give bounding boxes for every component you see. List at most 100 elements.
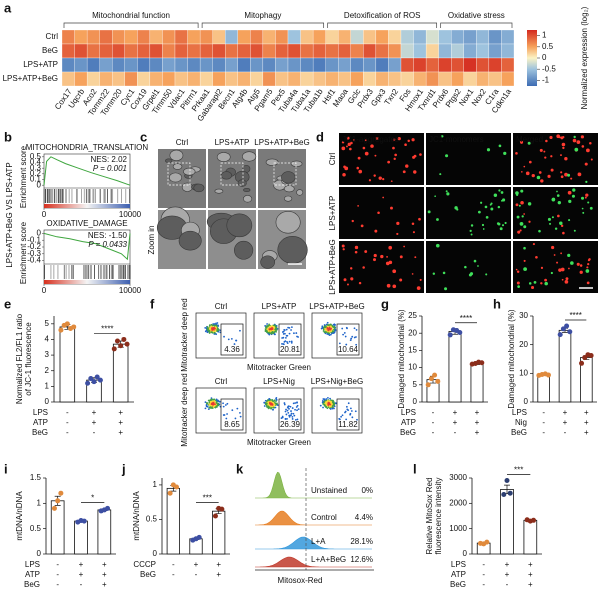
cell-signal (477, 265, 479, 267)
cell-signal (520, 140, 524, 144)
condition-name: ATP (25, 570, 40, 579)
gated-event (290, 414, 292, 417)
event (332, 403, 335, 406)
y-tick-label: 25 (408, 311, 417, 320)
y-axis-label: Normalized FL2/FL1 ratio (15, 313, 24, 404)
data-point (121, 336, 127, 342)
gated-event (350, 410, 353, 412)
group-bracket (440, 22, 513, 28)
cell-signal (560, 154, 562, 157)
cell-signal (519, 229, 522, 232)
heatmap-cell (199, 57, 213, 73)
cell-signal (481, 223, 485, 227)
data-point (531, 517, 537, 523)
data-point (479, 360, 485, 366)
heatmap-cell (225, 71, 238, 87)
condition-sign: - (172, 560, 175, 569)
cell-signal (586, 266, 589, 269)
gated-event (225, 417, 228, 420)
panel-label: f (150, 296, 155, 311)
cell-signal (517, 230, 521, 234)
cell-signal (515, 203, 519, 207)
condition-name: CCCP (133, 560, 156, 569)
y-tick-label: 0 (37, 180, 42, 189)
heatmap-cell (162, 43, 176, 59)
gated-event (290, 412, 293, 415)
y-tick-label: 0.4 (30, 158, 42, 167)
y-tick-label: 10 (519, 368, 528, 377)
gated-event (356, 418, 358, 421)
cell-signal (399, 255, 403, 259)
cell-signal (573, 229, 576, 232)
cell-signal (540, 179, 544, 183)
heatmap-cell (287, 29, 301, 45)
cell-signal (561, 278, 564, 281)
heatmap-cell (287, 57, 301, 73)
histogram-curve (255, 471, 372, 499)
colorbar-tick-label: 1 (542, 31, 547, 40)
comparison-label: LPS+ATP+BeG VS LPS+ATP (5, 162, 14, 267)
y-tick-label: 1 (153, 480, 158, 489)
condition-name: ATP (33, 418, 48, 427)
cell-signal (442, 271, 446, 275)
condition-sign: + (505, 570, 510, 579)
x-tick-label: 10000 (119, 286, 142, 295)
heatmap-cell (501, 29, 515, 45)
event (264, 324, 267, 327)
gated-event (293, 414, 296, 417)
cell-signal (349, 267, 353, 270)
heatmap-cell (363, 29, 377, 45)
significance-label: *** (514, 466, 523, 475)
cell-signal (574, 147, 579, 152)
heatmap-cell (199, 43, 213, 59)
gated-event (292, 412, 295, 415)
heatmap-cell (86, 43, 100, 59)
cell-signal (517, 285, 520, 288)
cell-signal (485, 215, 489, 219)
event (327, 396, 329, 399)
event (321, 400, 324, 402)
row-label: Ctrl (46, 32, 59, 41)
cell-signal (579, 270, 583, 274)
condition-sign: + (216, 560, 221, 569)
event (326, 327, 329, 329)
event (215, 333, 218, 336)
fluorescence-image (426, 241, 511, 293)
cell-signal (587, 262, 590, 266)
event (270, 405, 273, 408)
column-label: JC1-monomers (429, 135, 484, 144)
event (206, 405, 209, 408)
heatmap-cell (463, 43, 477, 59)
heatmap-cell (501, 43, 515, 59)
gated-event (284, 336, 287, 339)
cell-signal (544, 278, 547, 282)
column-label: JC1-aggregates (342, 135, 399, 144)
event (271, 328, 274, 331)
y-tick-label: 1 (45, 381, 50, 390)
condition-name: LPS (401, 408, 416, 417)
significance-label: **** (569, 311, 581, 320)
gated-event (347, 409, 350, 412)
heatmap-cell (438, 29, 452, 45)
bar (523, 519, 538, 555)
cell-signal (553, 254, 556, 256)
event (269, 329, 272, 332)
gated-event (345, 418, 348, 421)
cell-signal (523, 225, 527, 229)
heatmap-cell (476, 29, 490, 45)
heatmap-cell (212, 43, 226, 59)
event (327, 404, 330, 406)
gate (336, 398, 360, 431)
gated-event (288, 340, 291, 343)
cell-signal (386, 283, 391, 288)
heatmap-cell (225, 43, 238, 59)
cell-signal (435, 243, 440, 248)
heatmap-cell (363, 71, 377, 87)
cell-signal (556, 261, 559, 264)
condition-sign: + (102, 580, 107, 589)
organelle (275, 211, 301, 234)
group-label: Detoxification of ROS (344, 11, 420, 20)
heatmap-cell (375, 29, 389, 45)
event (213, 327, 215, 330)
data-point (557, 332, 563, 338)
